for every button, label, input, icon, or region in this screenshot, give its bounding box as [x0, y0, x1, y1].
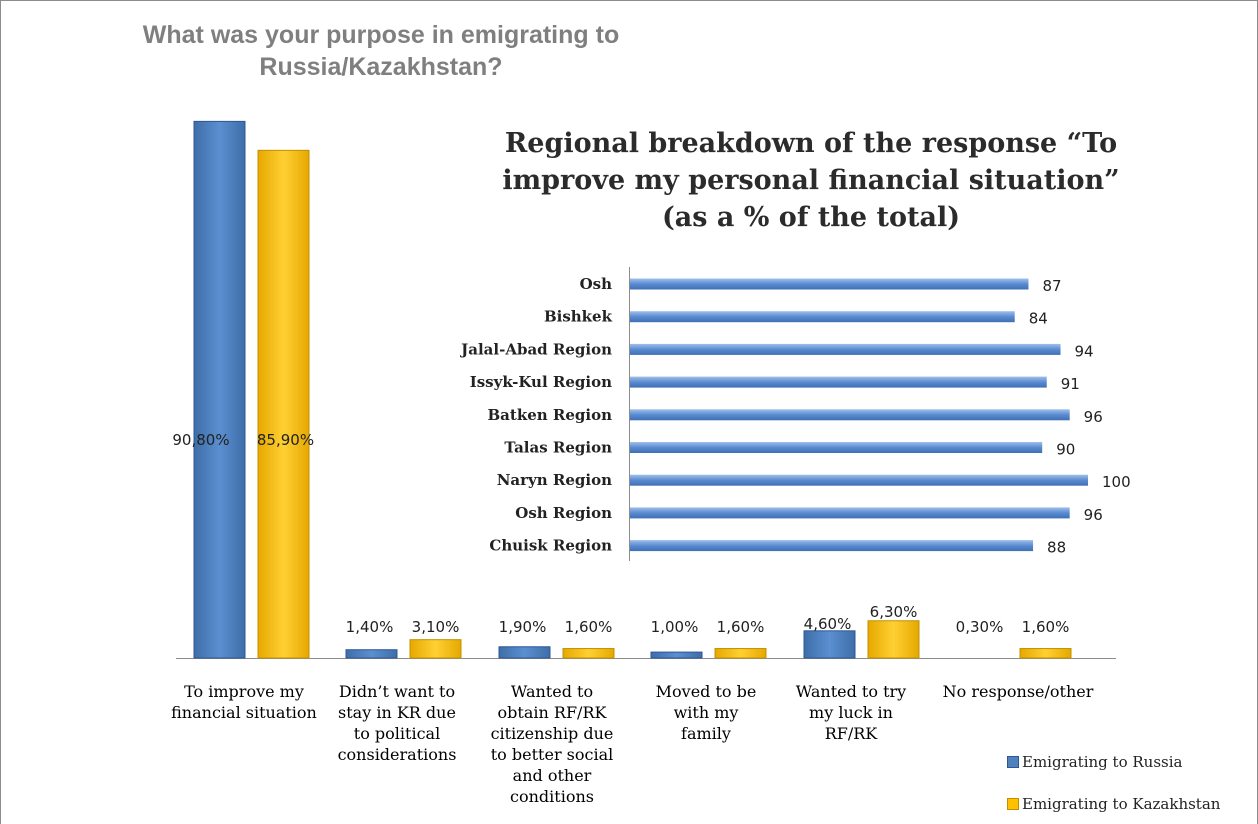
x-tick-label-5-line-3: RF/RK	[824, 724, 878, 743]
inset-value-label-6: 90	[1056, 441, 1075, 459]
bar-russia-1	[193, 120, 246, 659]
bar-russia-2	[345, 649, 398, 659]
inset-value-label-3: 94	[1075, 342, 1094, 360]
main-chart-title: What was your purpose in emigrating to R…	[61, 19, 701, 83]
x-tick-label-2-line-3: to political	[353, 724, 441, 743]
bar-kazakhstan-4	[714, 648, 767, 659]
inset-value-label-5: 96	[1084, 408, 1103, 426]
data-label-kazakhstan-6: 1,60%	[1022, 618, 1070, 636]
inset-bar-6	[630, 442, 1043, 453]
inset-category-label-2: Bishkek	[544, 308, 613, 326]
inset-category-label-6: Talas Region	[504, 439, 612, 457]
x-tick-label-5: Wanted to try my luck in RF/RK	[776, 681, 926, 744]
data-label-kazakhstan-5: 6,30%	[870, 603, 918, 621]
x-tick-label-3-line-1: Wanted to	[510, 682, 594, 701]
legend-label-kazakhstan: Emigrating to Kazakhstan	[1022, 795, 1221, 813]
bar-russia-4	[650, 651, 703, 659]
inset-category-label-3: Jalal-Abad Region	[459, 340, 612, 358]
inset-value-label-4: 91	[1061, 375, 1080, 393]
x-tick-label-1: To improve my financial situation	[169, 681, 319, 723]
inset-category-label-8: Osh Region	[515, 504, 612, 522]
x-tick-label-1-line-1: To improve my	[184, 682, 304, 701]
inset-bar-3	[630, 343, 1061, 355]
main-title-line-2: Russia/Kazakhstan?	[259, 53, 503, 81]
x-tick-label-4-line-2: with my	[673, 703, 739, 722]
inset-value-label-7: 100	[1102, 473, 1131, 491]
legend-label-russia: Emigrating to Russia	[1022, 753, 1183, 771]
inset-value-label-2: 84	[1029, 310, 1048, 328]
inset-title-line-1: Regional breakdown of the response “To	[504, 128, 1118, 159]
x-tick-label-2-line-4: considerations	[337, 745, 457, 764]
inset-category-label-1: Osh	[580, 275, 613, 293]
x-tick-label-4-line-3: family	[681, 724, 731, 743]
main-title-line-1: What was your purpose in emigrating to	[142, 21, 620, 49]
x-tick-label-3-line-3: citizenship due	[490, 724, 614, 743]
x-tick-label-3-line-6: conditions	[510, 787, 594, 806]
x-tick-label-3: Wanted to obtain RF/RK citizenship due to b…	[477, 681, 627, 807]
data-label-russia-6: 0,30%	[956, 618, 1004, 636]
x-tick-label-3-line-4: to better social	[490, 745, 614, 764]
x-tick-label-2-line-2: stay in KR due	[338, 703, 456, 722]
inset-category-label-5: Batken Region	[488, 406, 613, 424]
x-tick-label-2: Didn’t want to stay in KR due to political…	[322, 681, 472, 765]
bar-kazakhstan-6	[1019, 648, 1072, 659]
x-tick-label-5-line-1: Wanted to try	[795, 682, 907, 701]
x-tick-label-4: Moved to be with my family	[631, 681, 781, 744]
x-tick-label-3-line-2: obtain RF/RK	[497, 703, 607, 722]
inset-category-label-4: Issyk-Kul Region	[470, 373, 612, 391]
inset-category-label-7: Naryn Region	[497, 471, 612, 489]
bar-kazakhstan-3	[562, 648, 615, 659]
data-label-kazakhstan-1: 85,90%	[257, 431, 314, 449]
x-tick-label-4-line-1: Moved to be	[655, 682, 757, 701]
inset-bar-4	[630, 376, 1047, 388]
data-label-russia-4: 1,00%	[651, 618, 699, 636]
inset-bar-8	[630, 507, 1070, 519]
x-tick-label-6-line-1: No response/other	[942, 682, 1094, 701]
data-label-russia-2: 1,40%	[346, 618, 394, 636]
x-tick-label-6: No response/other	[923, 681, 1113, 702]
legend-swatch-russia	[1007, 756, 1019, 768]
inset-value-label-9: 88	[1047, 539, 1066, 557]
x-tick-label-2-line-1: Didn’t want to	[338, 682, 456, 701]
inset-bar-1	[630, 278, 1029, 290]
inset-value-label-1: 87	[1042, 277, 1061, 295]
bar-kazakhstan-1	[257, 149, 310, 659]
data-label-russia-3: 1,90%	[499, 618, 547, 636]
bar-russia-5	[803, 630, 856, 659]
data-label-kazakhstan-3: 1,60%	[565, 618, 613, 636]
x-tick-label-1-line-2: financial situation	[171, 703, 317, 722]
bar-russia-3	[498, 646, 551, 659]
legend-item-kazakhstan: Emigrating to Kazakhstan	[1007, 795, 1220, 813]
inset-chart-title: Regional breakdown of the response “To i…	[471, 125, 1151, 236]
inset-value-label-8: 96	[1084, 506, 1103, 524]
x-tick-label-3-line-5: and other	[512, 766, 592, 785]
inset-title-line-3: (as a % of the total)	[661, 202, 960, 233]
bar-kazakhstan-2	[409, 639, 462, 659]
data-label-kazakhstan-4: 1,60%	[717, 618, 765, 636]
legend-swatch-kazakhstan	[1007, 798, 1019, 810]
inset-bar-5	[630, 409, 1070, 421]
data-label-russia-5: 4,60%	[804, 615, 852, 633]
data-label-russia-1: 90,80%	[172, 431, 229, 449]
x-tick-label-5-line-2: my luck in	[809, 703, 893, 722]
inset-bar-9	[630, 540, 1034, 552]
data-label-kazakhstan-2: 3,10%	[412, 618, 460, 636]
inset-title-line-2: improve my personal financial situation”	[502, 165, 1120, 196]
bar-kazakhstan-5	[867, 620, 920, 659]
inset-bar-7	[630, 474, 1088, 486]
legend-item-russia: Emigrating to Russia	[1007, 753, 1182, 771]
inset-category-label-9: Chuisk Region	[489, 537, 612, 555]
inset-bar-2	[630, 311, 1015, 323]
